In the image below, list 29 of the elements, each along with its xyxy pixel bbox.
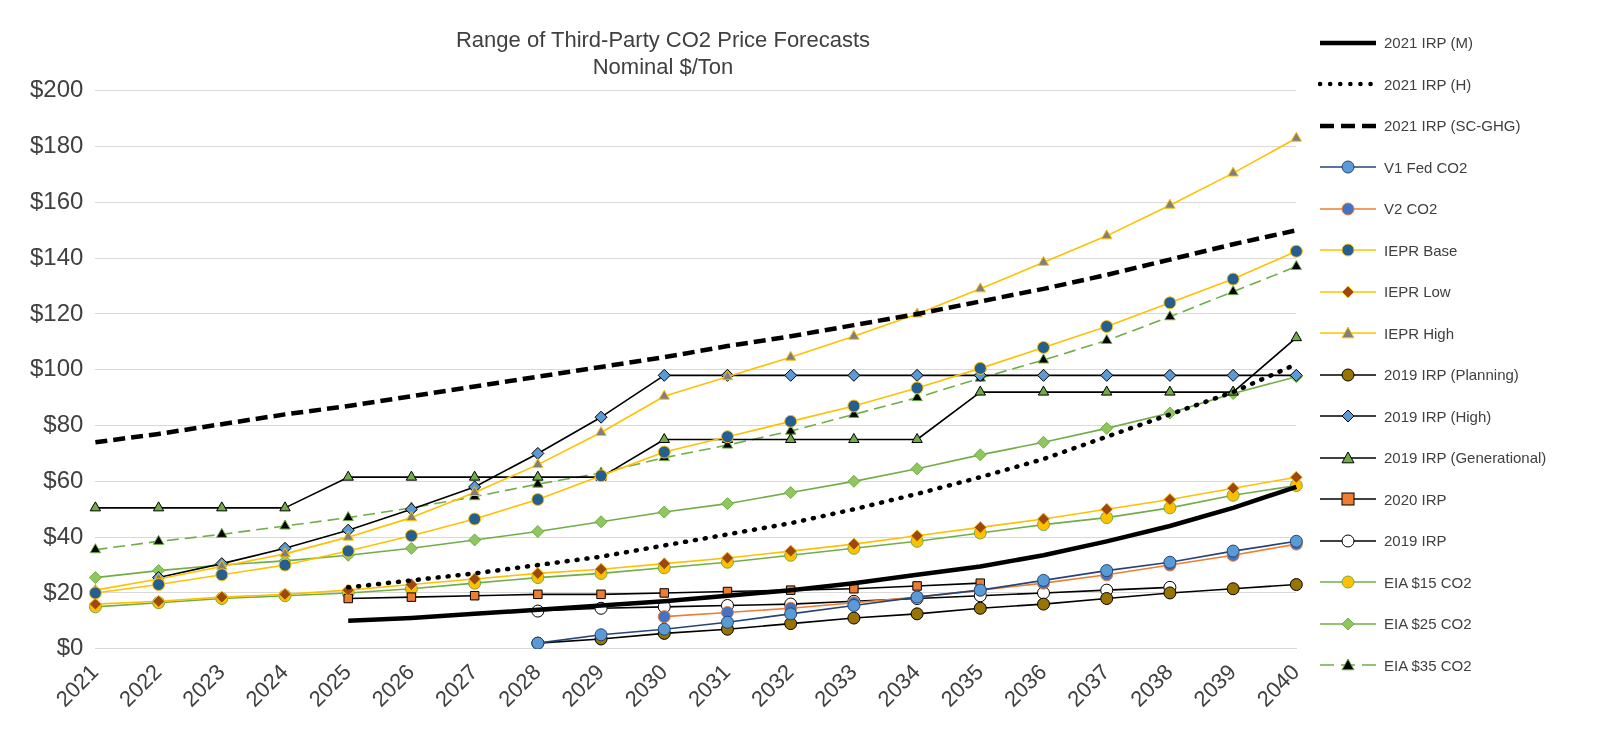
y-tick-label: $20 — [43, 577, 84, 605]
legend-label: 2021 IRP (H) — [1384, 75, 1472, 93]
legend-label: V2 CO2 — [1384, 200, 1438, 218]
legend-label: IEPR Low — [1384, 283, 1451, 301]
y-tick-label: $40 — [43, 521, 84, 549]
y-tick-label: $80 — [43, 410, 84, 438]
legend-label: 2019 IRP — [1384, 532, 1447, 550]
legend-label: IEPR High — [1384, 324, 1455, 342]
chart-title: Range of Third-Party CO2 Price Forecasts — [455, 27, 871, 53]
legend-label: IEPR Base — [1384, 241, 1458, 259]
chart-subtitle: Nominal $/Ton — [592, 53, 734, 79]
legend-label: 2020 IRP — [1384, 490, 1447, 508]
legend-label: 2021 IRP (SC-GHG) — [1384, 117, 1521, 135]
legend-label: 2019 IRP (Planning) — [1384, 366, 1519, 384]
y-tick-label: $200 — [30, 75, 84, 103]
legend-label: 2021 IRP (M) — [1384, 34, 1473, 52]
legend-label: EIA $25 CO2 — [1384, 615, 1472, 633]
y-tick-label: $140 — [30, 242, 84, 270]
y-tick-label: $100 — [30, 354, 84, 382]
y-tick-label: $180 — [30, 131, 84, 159]
legend-label: V1 Fed CO2 — [1384, 158, 1468, 176]
y-tick-label: $120 — [30, 298, 84, 326]
legend-label: EIA $35 CO2 — [1384, 656, 1472, 674]
legend-label: EIA $15 CO2 — [1384, 573, 1472, 591]
legend-label: 2019 IRP (Generational) — [1384, 449, 1547, 467]
y-tick-label: $0 — [56, 633, 84, 661]
legend-label: 2019 IRP (High) — [1384, 407, 1492, 425]
y-tick-label: $60 — [43, 465, 84, 493]
y-tick-label: $160 — [30, 187, 84, 215]
